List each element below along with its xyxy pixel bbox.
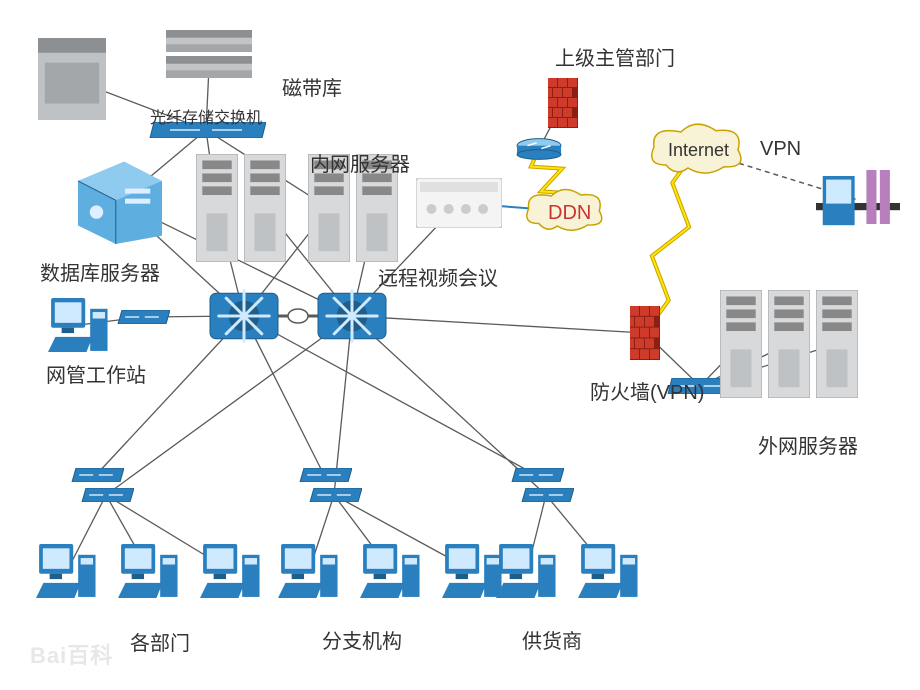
node-grpC_pc2 bbox=[578, 544, 640, 598]
label-lbl_superior: 上级主管部门 bbox=[555, 42, 675, 71]
node-grpA_pc3 bbox=[200, 544, 262, 598]
node-srv_in1 bbox=[196, 154, 238, 262]
node-dbserver bbox=[78, 160, 162, 244]
node-grpA_pc2 bbox=[118, 544, 180, 598]
node-fw_bottom bbox=[630, 306, 660, 360]
label-lbl_fw: 防火墙(VPN) bbox=[590, 376, 704, 405]
node-grpB_sw1 bbox=[296, 468, 352, 482]
node-grpB_pc2 bbox=[360, 544, 422, 598]
node-tape2b bbox=[166, 56, 252, 78]
node-srv_ext1 bbox=[720, 290, 762, 398]
watermark: Bai百科 bbox=[30, 638, 113, 670]
node-nms_sw bbox=[114, 310, 170, 324]
label-lbl_dept: 各部门 bbox=[130, 627, 190, 656]
node-videodev bbox=[416, 178, 502, 228]
node-grpB_pc1 bbox=[278, 544, 340, 598]
node-grpB_sw2 bbox=[306, 488, 362, 502]
label-lbl_db: 数据库服务器 bbox=[40, 257, 160, 286]
node-coreB bbox=[316, 286, 388, 346]
node-grpC_sw2 bbox=[518, 488, 574, 502]
label-lbl_vpn: VPN bbox=[760, 138, 801, 161]
label-lbl_ddn: DDN bbox=[548, 202, 591, 225]
node-grpC_pc1 bbox=[496, 544, 558, 598]
label-lbl_fcswitch: 光纤存储交换机 bbox=[150, 104, 262, 128]
label-lbl_tape: 磁带库 bbox=[282, 72, 342, 101]
node-grpA_pc1 bbox=[36, 544, 98, 598]
node-tape2a bbox=[166, 30, 252, 52]
node-fw_top bbox=[548, 78, 578, 128]
label-lbl_intranet: 内网服务器 bbox=[310, 148, 410, 177]
node-grpA_sw2 bbox=[78, 488, 134, 502]
label-lbl_nms: 网管工作站 bbox=[46, 359, 146, 388]
node-srv_ext2 bbox=[768, 290, 810, 398]
node-router1 bbox=[516, 138, 562, 160]
node-tape1 bbox=[38, 38, 106, 120]
node-grpC_sw1 bbox=[508, 468, 564, 482]
label-lbl_internet: Internet bbox=[668, 140, 729, 161]
label-lbl_video: 远程视频会议 bbox=[378, 262, 498, 291]
node-vpn_box bbox=[816, 170, 900, 230]
node-coreA bbox=[208, 286, 280, 346]
node-srv_ext3 bbox=[816, 290, 858, 398]
label-lbl_supplier: 供货商 bbox=[522, 625, 582, 654]
node-grpA_sw1 bbox=[68, 468, 124, 482]
node-grpB_pc3 bbox=[442, 544, 504, 598]
label-lbl_branch: 分支机构 bbox=[322, 625, 402, 654]
label-lbl_extranet: 外网服务器 bbox=[758, 430, 858, 459]
node-nms_pc bbox=[48, 298, 110, 352]
node-srv_in2 bbox=[244, 154, 286, 262]
